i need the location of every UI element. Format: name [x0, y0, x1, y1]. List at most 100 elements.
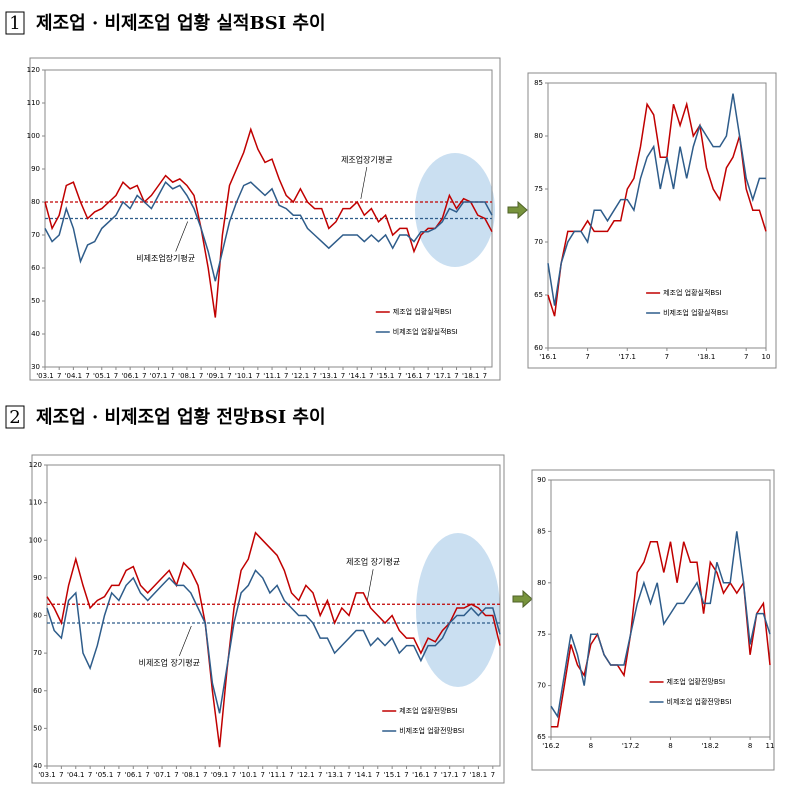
section-title: 제조업 · 비제조업 업황 전망BSI 추이: [36, 407, 326, 428]
x-tick-label: 7: [145, 771, 149, 779]
legend-label: 제조업 업황전망BSI: [399, 706, 458, 715]
x-tick-label: '14.1: [348, 372, 366, 380]
x-tick-label: '11.1: [263, 372, 281, 380]
section-number: 2: [9, 407, 20, 428]
annotation: 비제조업장기평균: [136, 253, 195, 263]
x-tick-label: '08.1: [178, 372, 196, 380]
y-tick-label: 80: [537, 579, 546, 587]
chart-frame: [31, 454, 505, 784]
legend-label: 제조업 업황실적BSI: [393, 307, 452, 316]
x-tick-label: 7: [117, 771, 121, 779]
series-line: [46, 569, 501, 714]
y-tick-label: 110: [29, 499, 42, 507]
x-tick-label: '18.1: [698, 353, 716, 361]
x-tick-label: 7: [376, 771, 380, 779]
x-tick-label: '10.1: [235, 372, 253, 380]
y-tick-label: 70: [534, 238, 543, 246]
x-tick-label: 8: [668, 742, 672, 750]
y-tick-label: 100: [27, 132, 40, 140]
x-tick-label: '13.1: [326, 771, 344, 779]
x-tick-label: 7: [59, 771, 63, 779]
x-tick-label: '07.1: [150, 372, 168, 380]
y-tick-label: 110: [27, 99, 40, 107]
x-tick-label: 7: [665, 353, 669, 361]
x-tick-label: 7: [744, 353, 748, 361]
x-tick-label: 7: [341, 372, 345, 380]
x-tick-label: '15.1: [377, 372, 395, 380]
y-tick-label: 90: [537, 476, 546, 484]
y-tick-label: 120: [27, 66, 40, 74]
x-tick-label: '18.1: [462, 372, 480, 380]
section-number: 1: [9, 13, 20, 34]
y-tick-label: 85: [534, 79, 543, 87]
x-tick-label: 7: [369, 372, 373, 380]
x-tick-label: 7: [260, 771, 264, 779]
x-tick-label: '16.1: [412, 771, 430, 779]
x-tick-label: '17.1: [441, 771, 459, 779]
x-tick-label: 7: [114, 372, 118, 380]
x-tick-label: 7: [318, 771, 322, 779]
chart-frame: [527, 72, 777, 369]
x-tick-label: '12.1: [292, 372, 310, 380]
x-tick-label: '17.1: [434, 372, 452, 380]
legend-label: 비제조업 업황전망BSI: [399, 726, 464, 735]
x-tick-label: 7: [174, 771, 178, 779]
legend-label: 비제조업 업황실적BSI: [663, 308, 728, 317]
y-tick-label: 70: [33, 649, 42, 657]
x-tick-label: 7: [289, 771, 293, 779]
annotation-arrow: [366, 569, 374, 602]
y-tick-label: 65: [537, 733, 546, 741]
y-tick-label: 90: [33, 574, 42, 582]
y-tick-label: 75: [537, 630, 546, 638]
y-tick-label: 65: [534, 291, 543, 299]
x-tick-label: 7: [57, 372, 61, 380]
x-tick-label: '14.1: [355, 771, 373, 779]
highlight: [415, 153, 495, 267]
highlight: [416, 533, 500, 687]
x-tick-label: '10.1: [240, 771, 258, 779]
x-tick-label: 8: [589, 742, 593, 750]
annotation: 제조업장기평균: [341, 155, 393, 165]
y-tick-label: 50: [31, 297, 40, 305]
x-tick-label: 7: [462, 771, 466, 779]
series-line: [547, 101, 767, 317]
x-tick-label: '04.1: [67, 771, 85, 779]
x-tick-label: '17.2: [622, 742, 640, 750]
x-tick-label: '16.2: [542, 742, 560, 750]
chart-frame: [29, 57, 501, 381]
y-tick-label: 120: [29, 461, 42, 469]
x-tick-label: 7: [398, 372, 402, 380]
legend-label: 제조업 업황전망BSI: [667, 677, 726, 686]
x-tick-label: '11.1: [268, 771, 286, 779]
x-tick-label: 7: [404, 771, 408, 779]
x-tick-label: 7: [284, 372, 288, 380]
x-tick-label: '07.1: [153, 771, 171, 779]
x-tick-label: '03.1: [38, 771, 56, 779]
x-tick-label: '18.1: [470, 771, 488, 779]
y-tick-label: 60: [534, 344, 543, 352]
x-tick-label: 7: [88, 771, 92, 779]
x-tick-label: 7: [232, 771, 236, 779]
series-line: [46, 531, 501, 748]
legend-label: 제조업 업황실적BSI: [663, 288, 722, 297]
x-tick-label: 7: [491, 771, 495, 779]
annotation-arrow: [360, 166, 368, 200]
y-tick-label: 50: [33, 724, 42, 732]
x-tick-label: 11: [766, 742, 775, 750]
y-tick-label: 75: [534, 185, 543, 193]
y-tick-label: 40: [31, 330, 40, 338]
x-tick-label: 7: [256, 372, 260, 380]
section-number-box: [5, 11, 25, 35]
legend-label: 비제조업 업황전망BSI: [667, 697, 732, 706]
x-tick-label: '16.1: [539, 353, 557, 361]
legend-label: 비제조업 업황실적BSI: [393, 327, 458, 336]
x-tick-label: 7: [199, 372, 203, 380]
x-tick-label: 7: [203, 771, 207, 779]
series-line: [550, 531, 771, 719]
series-line: [551, 540, 771, 728]
y-tick-label: 80: [31, 198, 40, 206]
x-tick-label: 7: [454, 372, 458, 380]
y-tick-label: 80: [33, 612, 42, 620]
y-tick-label: 85: [537, 527, 546, 535]
x-tick-label: '09.1: [207, 372, 225, 380]
